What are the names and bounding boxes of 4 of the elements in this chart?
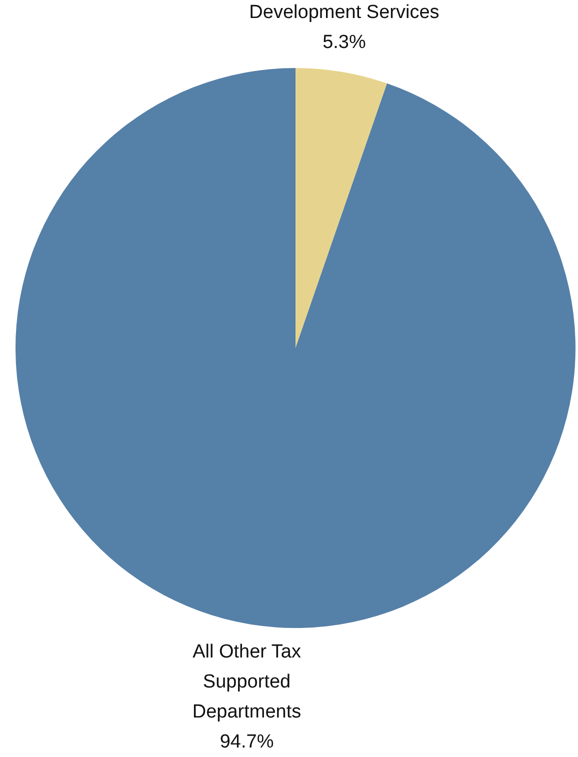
slice-label: All Other Tax Supported Departments: [192, 642, 302, 723]
slice-label: Development Services: [249, 2, 440, 23]
data-label: 5.3%: [322, 32, 366, 53]
data-label: 94.7%: [220, 732, 274, 753]
